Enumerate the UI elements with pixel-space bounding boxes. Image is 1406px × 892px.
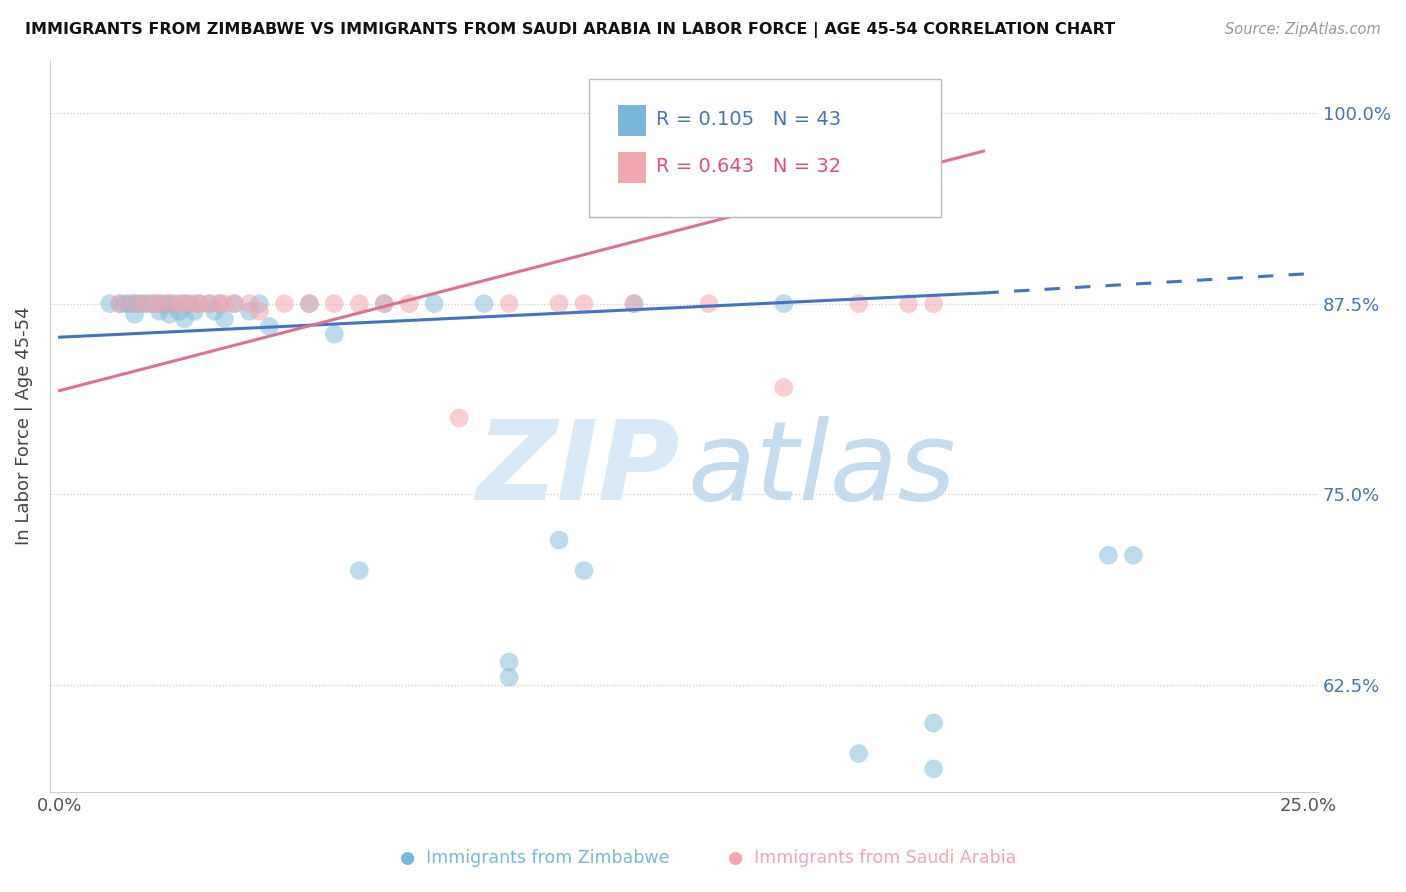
Point [188,296,211,310]
Point [472,296,495,310]
Point [159,296,181,310]
Point [1122,549,1144,563]
Bar [619,105,645,136]
Point [204,304,226,318]
Point [1097,549,1119,563]
Point [124,296,146,310]
Point [138,296,160,310]
Point [153,296,176,310]
Point [259,319,281,334]
Point [179,296,201,310]
Text: atlas: atlas [688,416,956,523]
FancyBboxPatch shape [589,79,942,217]
Point [188,296,211,310]
Point [98,296,121,310]
Point [623,296,645,310]
Text: ●  Immigrants from Saudi Arabia: ● Immigrants from Saudi Arabia [727,849,1017,867]
Point [772,296,794,310]
Point [134,296,156,310]
Point [128,296,150,310]
Point [224,296,246,310]
Point [848,296,870,310]
Text: R = 0.643   N = 32: R = 0.643 N = 32 [657,157,841,176]
Point [548,533,571,547]
Point [148,296,170,310]
Point [398,296,420,310]
Bar [619,152,645,183]
Point [173,296,195,310]
Point [208,296,231,310]
Point [173,311,195,326]
Point [124,296,146,310]
Point [134,296,156,310]
Point [349,564,371,578]
Point [118,296,141,310]
Point [238,304,260,318]
Point [224,296,246,310]
Point [273,296,295,310]
Point [423,296,446,310]
Point [108,296,131,310]
Point [249,296,271,310]
Point [449,411,471,425]
Point [498,296,520,310]
Point [183,296,205,310]
Point [163,296,186,310]
Point [169,304,191,318]
Point [922,296,945,310]
Point [208,296,231,310]
Point [897,296,920,310]
Point [159,296,181,310]
Point [214,311,236,326]
Point [323,327,346,342]
Point [214,296,236,310]
Text: ●  Immigrants from Zimbabwe: ● Immigrants from Zimbabwe [399,849,669,867]
Point [373,296,395,310]
Point [373,296,395,310]
Point [148,304,170,318]
Point [298,296,321,310]
Point [848,747,870,761]
Point [922,762,945,776]
Point [772,380,794,394]
Point [148,296,170,310]
Text: R = 0.105   N = 43: R = 0.105 N = 43 [657,110,841,129]
Text: Source: ZipAtlas.com: Source: ZipAtlas.com [1225,22,1381,37]
Point [349,296,371,310]
Point [323,296,346,310]
Point [183,304,205,318]
Point [169,296,191,310]
Text: ZIP: ZIP [477,416,681,523]
Point [572,296,595,310]
Point [159,307,181,321]
Point [198,296,221,310]
Point [697,296,720,310]
Point [498,655,520,669]
Point [498,670,520,684]
Point [173,296,195,310]
Point [108,296,131,310]
Point [548,296,571,310]
Point [623,296,645,310]
Point [238,296,260,310]
Y-axis label: In Labor Force | Age 45-54: In Labor Force | Age 45-54 [15,306,32,545]
Point [114,296,136,310]
Point [124,307,146,321]
Point [249,304,271,318]
Point [572,564,595,578]
Text: IMMIGRANTS FROM ZIMBABWE VS IMMIGRANTS FROM SAUDI ARABIA IN LABOR FORCE | AGE 45: IMMIGRANTS FROM ZIMBABWE VS IMMIGRANTS F… [25,22,1115,38]
Point [143,296,166,310]
Point [298,296,321,310]
Point [143,296,166,310]
Point [198,296,221,310]
Point [922,716,945,731]
